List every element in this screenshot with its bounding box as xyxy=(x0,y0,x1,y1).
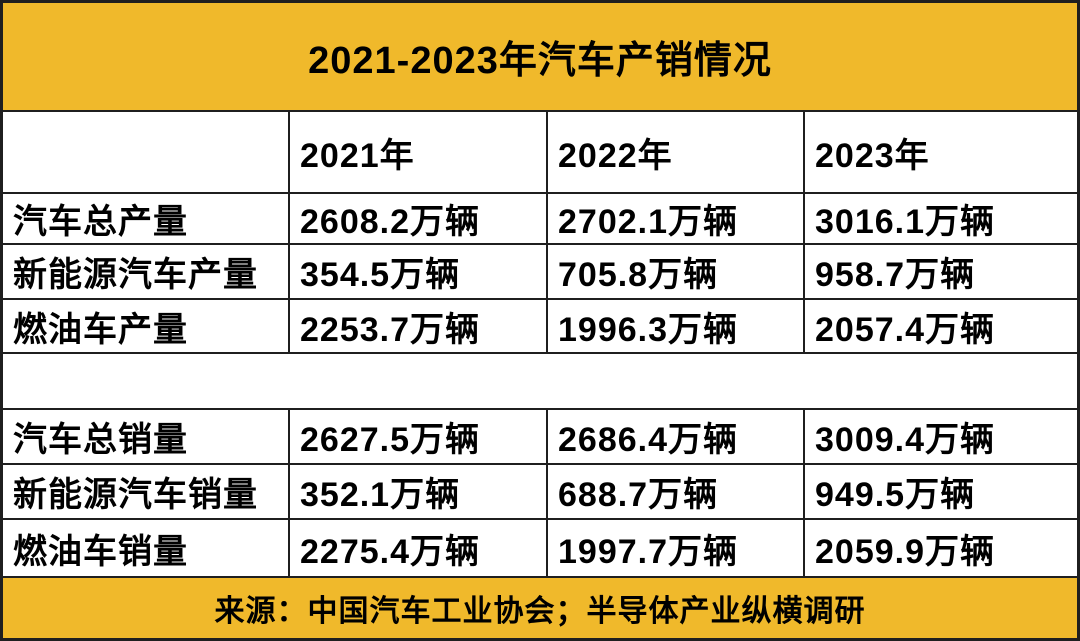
cell-nev-sales-2021: 352.1万辆 xyxy=(290,465,548,520)
cell-total-production-2021: 2608.2万辆 xyxy=(290,194,548,245)
header-cell-empty xyxy=(3,112,290,194)
cell-nev-production-2022: 705.8万辆 xyxy=(548,245,805,300)
cell-fuel-sales-2021: 2275.4万辆 xyxy=(290,520,548,578)
header-cell-2022: 2022年 xyxy=(548,112,805,194)
source-text: 来源：中国汽车工业协会；半导体产业纵横调研 xyxy=(214,595,866,628)
row-label-total-sales: 汽车总销量 xyxy=(3,410,290,465)
cell-fuel-sales-2022: 1997.7万辆 xyxy=(548,520,805,578)
cell-fuel-production-2023: 2057.4万辆 xyxy=(805,300,1077,354)
spacer-row xyxy=(3,354,1077,410)
cell-nev-production-2023: 958.7万辆 xyxy=(805,245,1077,300)
cell-total-sales-2023: 3009.4万辆 xyxy=(805,410,1077,465)
row-label-total-production: 汽车总产量 xyxy=(3,194,290,245)
row-label-nev-sales: 新能源汽车销量 xyxy=(3,465,290,520)
title-banner: 2021-2023年汽车产销情况 xyxy=(3,3,1077,112)
cell-fuel-production-2021: 2253.7万辆 xyxy=(290,300,548,354)
row-label-nev-production: 新能源汽车产量 xyxy=(3,245,290,300)
row-label-fuel-production: 燃油车产量 xyxy=(3,300,290,354)
cell-total-production-2023: 3016.1万辆 xyxy=(805,194,1077,245)
source-banner: 来源：中国汽车工业协会；半导体产业纵横调研 xyxy=(3,578,1077,638)
cell-fuel-sales-2023: 2059.9万辆 xyxy=(805,520,1077,578)
cell-total-production-2022: 2702.1万辆 xyxy=(548,194,805,245)
cell-total-sales-2021: 2627.5万辆 xyxy=(290,410,548,465)
cell-nev-sales-2023: 949.5万辆 xyxy=(805,465,1077,520)
cell-total-sales-2022: 2686.4万辆 xyxy=(548,410,805,465)
header-cell-2023: 2023年 xyxy=(805,112,1077,194)
page-title: 2021-2023年汽车产销情况 xyxy=(308,40,772,82)
header-cell-2021: 2021年 xyxy=(290,112,548,194)
data-table: 2021年 2022年 2023年 汽车总产量 2608.2万辆 2702.1万… xyxy=(3,112,1077,578)
cell-nev-sales-2022: 688.7万辆 xyxy=(548,465,805,520)
row-label-fuel-sales: 燃油车销量 xyxy=(3,520,290,578)
cell-fuel-production-2022: 1996.3万辆 xyxy=(548,300,805,354)
cell-nev-production-2021: 354.5万辆 xyxy=(290,245,548,300)
